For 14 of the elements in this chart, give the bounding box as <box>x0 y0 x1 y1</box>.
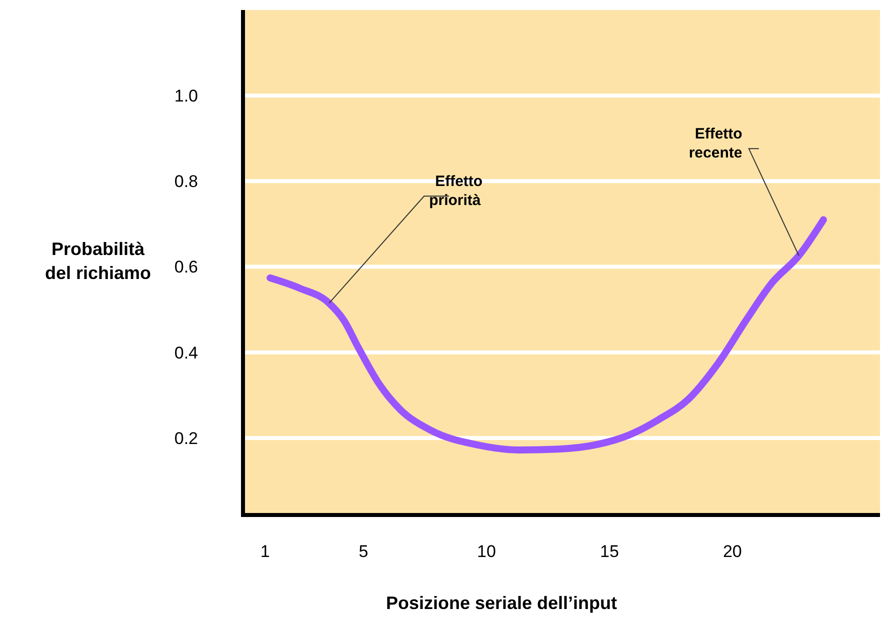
x-axis-title: Posizione seriale dell’input <box>386 593 618 613</box>
annotation: Effetto priorità <box>429 173 483 210</box>
y-tick-label: 0.8 <box>174 172 198 192</box>
x-tick-label: 20 <box>722 542 742 561</box>
x-tick-label: 5 <box>358 542 368 561</box>
x-tick-label: 10 <box>477 542 496 561</box>
x-tick-label: 1 <box>260 542 270 561</box>
y-axis-title: Probabilità del richiamo <box>44 238 152 283</box>
annotation: Effetto recente <box>688 126 742 162</box>
y-tick-label: 0.2 <box>174 428 198 448</box>
y-tick-label: 1.0 <box>174 86 198 106</box>
y-tick-label: 0.4 <box>174 343 198 362</box>
x-tick-label: 15 <box>600 542 619 561</box>
y-tick-label: 0.6 <box>174 258 198 277</box>
